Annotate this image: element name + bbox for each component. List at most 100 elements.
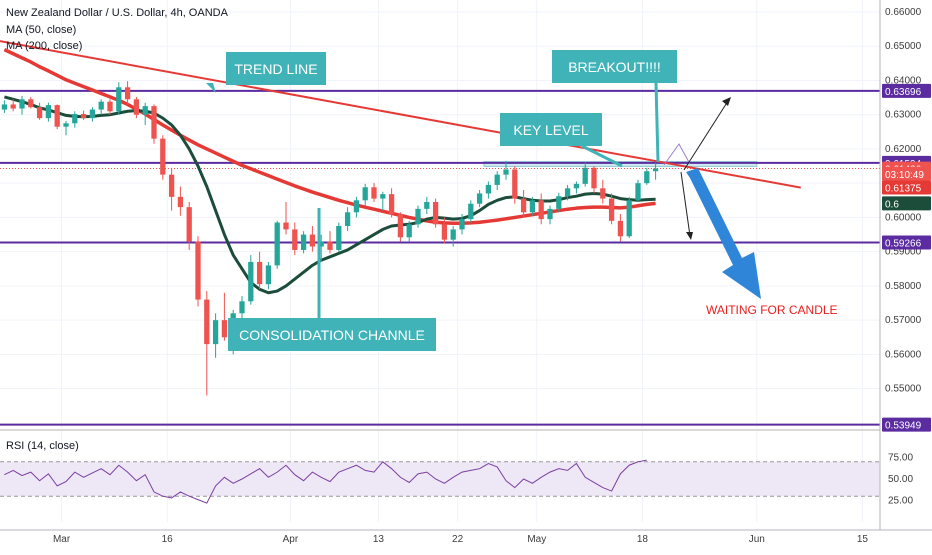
candle — [195, 241, 201, 300]
candle — [432, 202, 439, 225]
ma200-legend[interactable]: MA (200, close) — [6, 40, 83, 52]
price-tag-bg — [882, 196, 931, 211]
candle — [573, 183, 580, 189]
candle — [283, 222, 289, 230]
candle — [265, 265, 272, 285]
level-price-tag-label: 0.53949 — [885, 421, 922, 432]
big-blue-arrow — [686, 168, 761, 299]
candle — [116, 87, 122, 112]
candle — [635, 183, 641, 201]
rsi-tick-label: 25.00 — [888, 496, 913, 507]
price-tag-label: 0.61375 — [885, 183, 922, 194]
candle — [45, 105, 52, 119]
candle — [371, 187, 377, 199]
symbol-title: New Zealand Dollar / U.S. Dollar, 4h, OA… — [6, 7, 228, 19]
candle — [406, 224, 412, 238]
candle — [19, 99, 25, 109]
trend-callout-pointer — [206, 83, 216, 93]
level-price-tag-label: 0.63696 — [885, 87, 922, 98]
candle — [98, 101, 104, 110]
candle — [556, 196, 562, 209]
candle — [89, 109, 96, 119]
candle — [124, 87, 131, 100]
candle — [564, 188, 571, 197]
breakout-callout[interactable]: BREAKOUT!!!! — [552, 50, 677, 83]
ma50-line — [4, 95, 656, 295]
price-tag-label: 03:10:49 — [885, 170, 924, 181]
down-projection-line — [680, 171, 691, 237]
price-tick-label: 0.60000 — [885, 212, 922, 223]
ma50-legend[interactable]: MA (50, close) — [6, 24, 77, 36]
price-tick-label: 0.58000 — [885, 281, 922, 292]
candle — [617, 220, 624, 237]
candle — [353, 200, 360, 213]
rsi-pane — [0, 429, 880, 504]
price-tag-bg — [882, 180, 931, 195]
candle — [538, 200, 544, 220]
candle — [221, 320, 228, 338]
candle — [520, 198, 527, 213]
candle — [529, 200, 536, 213]
candle — [1, 104, 8, 110]
price-tag: 0.61375 — [882, 180, 931, 195]
candle — [336, 225, 342, 250]
candle — [450, 229, 456, 240]
level-price-tag: 0.63696 — [882, 83, 931, 98]
level-price-tag-bg — [882, 417, 931, 432]
candle — [186, 207, 192, 242]
down-projection-arrowhead — [686, 232, 693, 240]
candle — [459, 219, 465, 230]
price-tag-bg — [882, 166, 931, 181]
candle — [380, 194, 386, 199]
rsi-tick-label: 75.00 — [888, 453, 913, 464]
candle — [591, 167, 597, 189]
candle — [309, 234, 316, 247]
up-projection-line — [683, 100, 729, 171]
rsi-line — [4, 459, 647, 504]
time-tick-label: 18 — [637, 534, 649, 545]
horizontal-levels-layer — [0, 89, 880, 426]
price-tick-label: 0.62000 — [885, 144, 922, 155]
candle — [248, 261, 254, 302]
candle — [415, 208, 421, 225]
level-price-tag-bg — [882, 83, 931, 98]
candle — [503, 169, 509, 175]
time-tick-label: 15 — [857, 534, 869, 545]
price-tick-label: 0.66000 — [885, 7, 922, 18]
waiting-for-candle-note[interactable]: WAITING FOR CANDLE — [706, 303, 838, 317]
candle — [72, 114, 78, 124]
candle — [468, 203, 474, 220]
price-tick-label: 0.59000 — [885, 247, 922, 258]
ma200-line — [3, 48, 656, 225]
time-tick-label: 16 — [162, 534, 174, 545]
price-tags-layer: 0.636960.615940.592660.539490.6142603:10… — [882, 83, 931, 432]
time-tick-label: Apr — [283, 534, 299, 545]
breakout-pointer — [654, 82, 660, 163]
price-tick-label: 0.55000 — [885, 384, 922, 395]
price-tag: 0.6 — [882, 196, 931, 211]
candle — [485, 184, 492, 194]
candle — [168, 174, 175, 197]
key-level-callout[interactable]: KEY LEVEL — [500, 113, 602, 146]
candle — [10, 104, 16, 109]
candle — [362, 187, 368, 201]
candle — [441, 224, 448, 240]
candle — [142, 106, 148, 115]
level-price-tag: 0.53949 — [882, 417, 931, 432]
candle — [327, 241, 333, 250]
candle — [600, 188, 606, 199]
candle — [28, 99, 34, 108]
trend-line-callout[interactable]: TREND LINE — [226, 52, 326, 85]
candle — [212, 320, 219, 345]
candle — [256, 261, 263, 285]
zigzag-drawing — [663, 143, 691, 166]
trend-line-layer — [0, 40, 801, 189]
candle — [63, 123, 69, 127]
candle — [160, 138, 166, 175]
level-price-tag-label: 0.59266 — [885, 239, 922, 250]
candle — [177, 196, 184, 208]
rsi-legend[interactable]: RSI (14, close) — [6, 440, 79, 452]
consolidation-callout[interactable]: CONSOLIDATION CHANNLE — [228, 318, 436, 351]
